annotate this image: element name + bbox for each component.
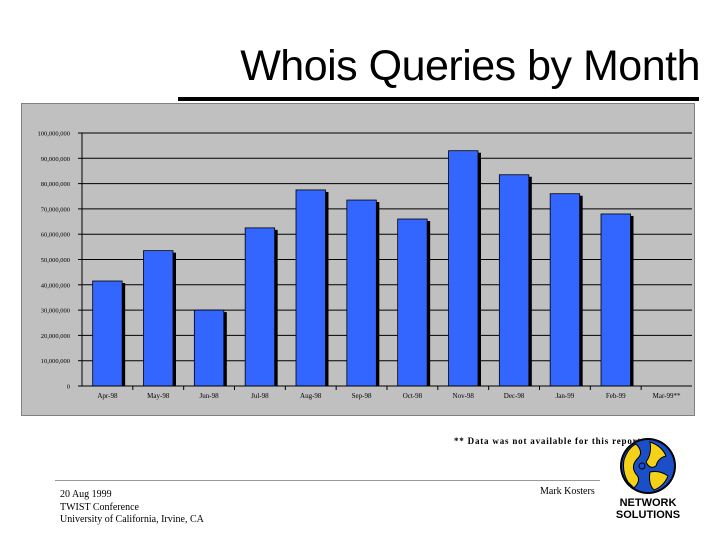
network-solutions-globe-logo (620, 438, 676, 494)
bar (143, 250, 174, 387)
footer-divider (55, 480, 600, 481)
bar (397, 218, 428, 387)
y-tick-label: 40,000,000 (41, 282, 70, 289)
bar-chart: 0 10,000,000 20,000,000 30,000,000 40,000,00… (38, 131, 692, 400)
x-tick-label: Jul-98 (251, 392, 269, 400)
logo-word-solutions: SOLUTIONS (615, 509, 681, 521)
bar (295, 189, 326, 387)
y-tick-label: 20,000,000 (41, 333, 70, 340)
logo-word-network: NETWORK (619, 497, 677, 509)
bar (92, 280, 123, 387)
slide-title: Whois Queries by Month (240, 42, 700, 90)
gridlines (82, 132, 692, 362)
bar (244, 227, 276, 387)
bar (346, 199, 377, 387)
y-tick-label: 60,000,000 (41, 232, 70, 239)
x-tick-label: Aug-98 (300, 392, 322, 400)
y-tick-label: 0 (67, 384, 70, 391)
bar (549, 193, 581, 387)
title-underline (178, 97, 699, 101)
y-tick-label: 90,000,000 (41, 156, 70, 163)
x-tick-label: Sep-98 (352, 392, 372, 400)
y-tick-label: 30,000,000 (41, 308, 70, 315)
footer-date: 20 Aug 1999 (60, 489, 112, 500)
y-tick-label: 10,000,000 (41, 358, 70, 365)
bar (600, 213, 631, 387)
bar (498, 174, 530, 387)
footer-info: 20 Aug 1999 TWIST Conference University … (60, 489, 204, 527)
x-axis-ticks: Apr-98 May-98 Jun-98 Jul-98 Aug-98 Sep-98 Oct-… (97, 386, 681, 400)
logo-wordmark: NETWORK SOLUTIONS (606, 497, 690, 521)
x-tick-label: Jun-98 (200, 392, 220, 400)
chart-area: 0 10,000,000 20,000,000 30,000,000 40,000,00… (21, 103, 695, 416)
bars (92, 150, 634, 387)
x-tick-label: May-98 (147, 392, 170, 400)
y-tick-label: 70,000,000 (41, 206, 70, 213)
y-tick-label: 80,000,000 (41, 181, 70, 188)
x-tick-label: Mar-99** (653, 392, 681, 400)
x-tick-label: Apr-98 (97, 392, 118, 400)
chart-footnote: ** Data was not available for this repor… (454, 436, 642, 446)
bar (193, 309, 225, 387)
y-axis-ticks: 0 10,000,000 20,000,000 30,000,000 40,000,00… (38, 131, 82, 391)
x-tick-label: Feb-99 (606, 392, 626, 400)
x-tick-label: Oct-98 (403, 392, 423, 400)
y-tick-label: 100,000,000 (38, 131, 71, 138)
footer-location: University of California, Irvine, CA (60, 514, 204, 525)
x-tick-label: Nov-98 (453, 392, 475, 400)
x-tick-label: Jan-99 (556, 392, 575, 400)
x-tick-label: Dec-98 (504, 392, 525, 400)
presenter-name: Mark Kosters (540, 486, 595, 497)
y-tick-label: 50,000,000 (41, 257, 70, 264)
bar (448, 150, 479, 387)
footer-conference: TWIST Conference (60, 501, 139, 513)
